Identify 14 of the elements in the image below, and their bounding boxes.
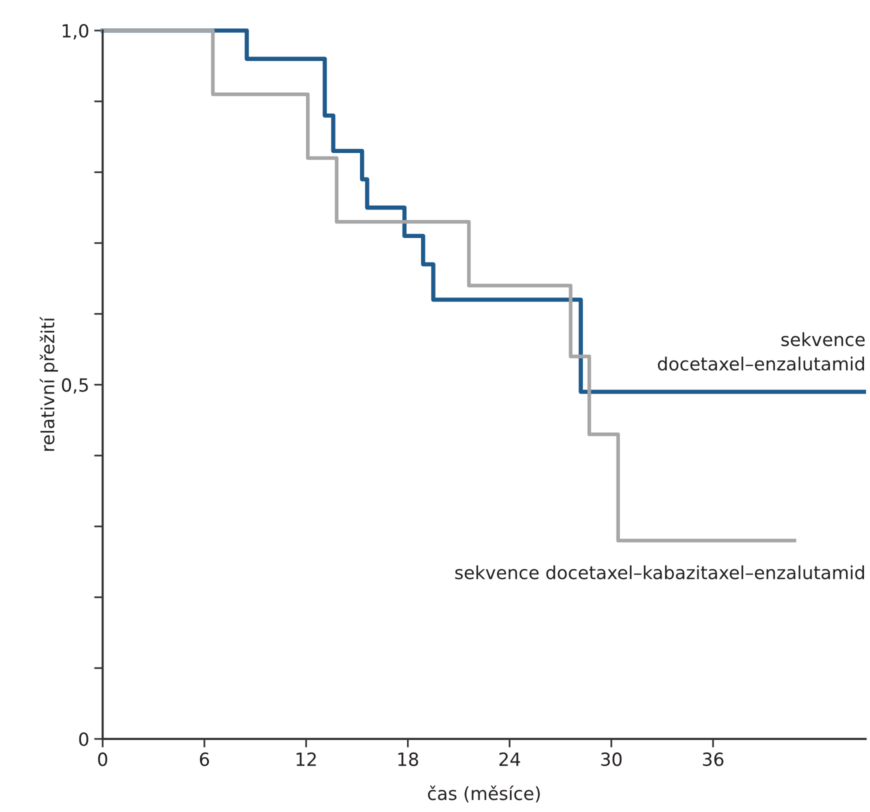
y-tick-label: 1,0 xyxy=(62,24,88,40)
x-tick-label: 18 xyxy=(398,752,418,766)
x-tick-label: 36 xyxy=(702,752,724,766)
y-axis-title: relativní přežití xyxy=(40,316,58,451)
x-tick-label: 30 xyxy=(601,752,622,766)
y-tick-label: 0,5 xyxy=(62,378,88,394)
series-label: sekvence docetaxel–kabazitaxel–enzalutamid xyxy=(455,565,864,580)
x-tick-label: 12 xyxy=(296,752,316,766)
x-tick-label: 0 xyxy=(98,752,108,766)
x-tick-label: 24 xyxy=(499,752,520,766)
series-label: sekvence docetaxel–enzalutamid xyxy=(658,332,865,371)
x-axis-title: čas (měsíce) xyxy=(428,786,540,802)
x-tick-label: 6 xyxy=(200,752,209,766)
y-tick-label: 0 xyxy=(79,732,88,746)
